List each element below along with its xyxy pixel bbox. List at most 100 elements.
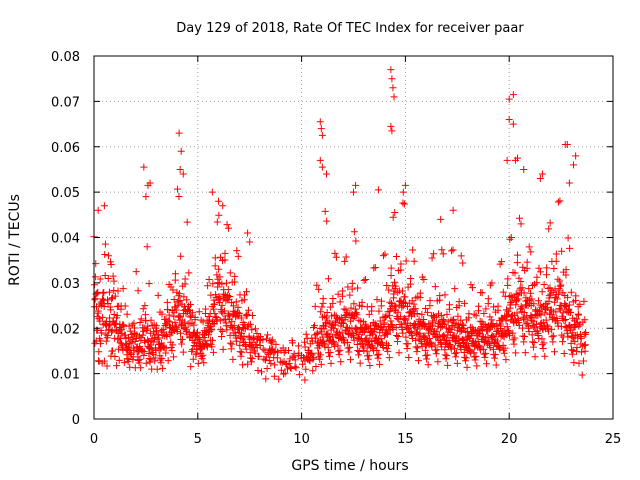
data-point: [530, 338, 538, 346]
data-point: [371, 263, 379, 271]
data-point: [479, 326, 487, 334]
data-point: [205, 275, 213, 283]
data-point: [573, 331, 581, 339]
data-point: [487, 333, 495, 341]
data-point: [485, 338, 493, 346]
data-point: [556, 282, 564, 290]
data-point: [511, 156, 519, 164]
data-point: [199, 318, 207, 326]
data-point: [323, 170, 331, 178]
data-point: [221, 307, 229, 315]
data-point: [146, 179, 154, 187]
data-point: [149, 350, 157, 358]
data-point: [211, 300, 219, 308]
data-point: [382, 312, 390, 320]
data-point: [255, 352, 263, 360]
data-point: [494, 337, 502, 345]
data-point: [350, 188, 357, 196]
data-point: [455, 298, 463, 306]
data-point: [516, 214, 524, 222]
data-point: [414, 331, 422, 339]
data-point: [101, 240, 109, 248]
data-point: [538, 170, 546, 178]
data-point: [211, 262, 219, 270]
data-point: [428, 254, 436, 262]
data-point: [476, 317, 484, 325]
data-point: [189, 309, 197, 317]
y-axis-tick-labels: 0 0.01 0.02 0.03 0.04 0.05 0.06 0.07 0.08: [51, 50, 80, 428]
data-point: [389, 213, 397, 221]
data-point: [537, 311, 545, 319]
data-point: [534, 297, 542, 305]
data-point: [291, 356, 299, 364]
data-point: [434, 358, 442, 366]
data-point: [336, 298, 344, 306]
data-point: [527, 289, 535, 297]
data-point: [552, 250, 560, 258]
data-point: [230, 322, 238, 330]
data-point: [554, 275, 562, 283]
data-point: [346, 356, 354, 364]
data-point: [98, 295, 106, 303]
data-point: [321, 207, 329, 215]
data-point: [145, 280, 153, 288]
data-point: [402, 257, 410, 265]
chart-title: Day 129 of 2018, Rate Of TEC Index for r…: [176, 21, 524, 36]
data-point: [558, 247, 566, 255]
data-point: [244, 360, 252, 368]
data-point: [186, 301, 194, 309]
data-point: [443, 352, 451, 360]
data-point: [189, 355, 197, 363]
data-point: [401, 314, 409, 322]
data-point: [309, 324, 317, 332]
data-point: [99, 313, 107, 321]
data-point: [322, 314, 330, 322]
data-point: [482, 360, 490, 368]
data-point: [204, 282, 212, 290]
data-point: [211, 310, 219, 318]
data-point: [472, 352, 480, 360]
data-point: [507, 234, 515, 242]
data-point: [400, 315, 408, 323]
data-point: [253, 329, 261, 337]
data-point: [442, 355, 450, 363]
data-point: [171, 318, 179, 326]
data-point: [357, 323, 365, 331]
data-point: [193, 329, 201, 337]
data-point: [384, 342, 392, 350]
data-point: [420, 276, 428, 284]
data-point: [467, 349, 475, 357]
data-point: [428, 343, 436, 351]
data-point: [102, 330, 110, 338]
data-point: [183, 296, 191, 304]
data-point: [354, 346, 362, 354]
data-point: [353, 311, 361, 319]
data-point: [242, 345, 250, 353]
data-point: [482, 349, 490, 357]
data-point: [301, 338, 309, 346]
data-points: [90, 66, 590, 384]
data-point: [553, 295, 561, 303]
data-point: [190, 321, 198, 329]
data-point: [334, 347, 342, 355]
data-point: [462, 354, 470, 362]
data-point: [229, 355, 237, 363]
data-point: [104, 332, 112, 340]
data-point: [335, 351, 343, 359]
data-point: [501, 344, 509, 352]
data-point: [100, 202, 108, 210]
data-point: [497, 320, 505, 328]
data-point: [582, 330, 590, 338]
data-point: [252, 325, 260, 333]
data-point: [317, 360, 325, 368]
data-point: [267, 359, 275, 367]
data-point: [399, 329, 407, 337]
data-point: [312, 363, 320, 371]
data-point: [178, 340, 186, 348]
data-point: [151, 331, 159, 339]
data-point: [218, 280, 226, 288]
data-point: [507, 299, 515, 307]
data-point: [474, 331, 482, 339]
data-point: [520, 165, 528, 173]
data-point: [424, 361, 432, 369]
